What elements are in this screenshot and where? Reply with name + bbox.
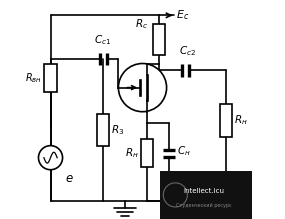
Text: $E_c$: $E_c$ [176,8,190,22]
Text: $C_{c1}$: $C_{c1}$ [94,33,112,47]
Bar [141,139,153,167]
Text: $e$: $e$ [65,172,74,185]
Text: $R_н$: $R_н$ [234,113,248,127]
Bar [44,64,56,92]
Text: $R_3$: $R_3$ [111,123,125,137]
Text: $R_c$: $R_c$ [135,17,148,31]
Bar [97,115,109,146]
Text: intellect.icu: intellect.icu [183,187,224,194]
Bar [160,171,252,219]
Text: Студенческий ресурс: Студенческий ресурс [176,203,232,208]
Bar [153,24,165,55]
Text: $C_н$: $C_н$ [177,144,191,158]
Circle shape [118,64,167,112]
Text: $R_{вн}$: $R_{вн}$ [25,71,42,85]
Text: $R_н$: $R_н$ [125,146,139,160]
Text: $C_{c2}$: $C_{c2}$ [179,44,196,58]
Bar [220,104,232,137]
Circle shape [38,146,63,170]
